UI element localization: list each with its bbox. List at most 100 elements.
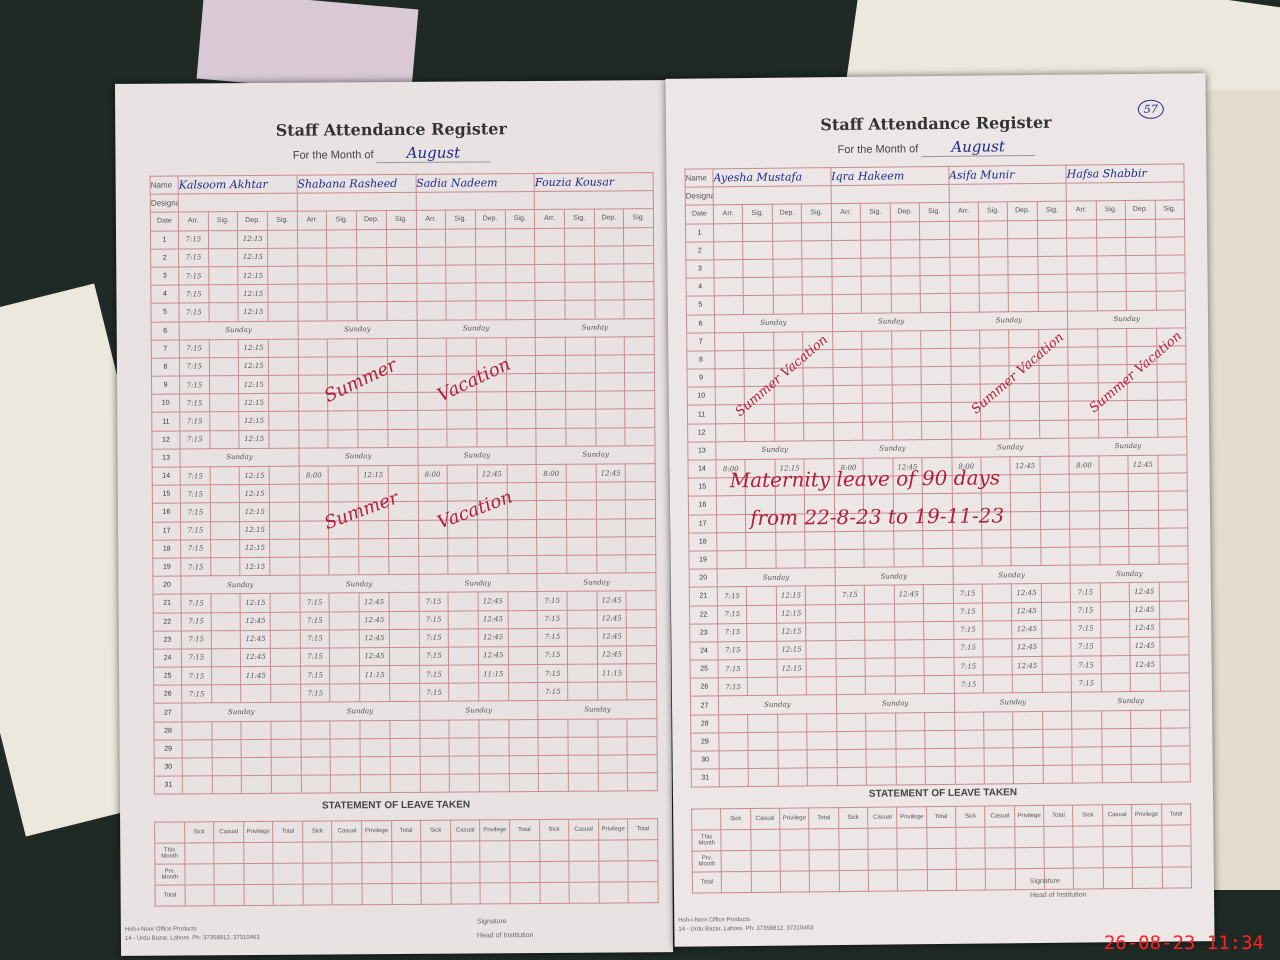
arrival-cell [297, 247, 328, 267]
departure-cell [1008, 238, 1038, 257]
departure-cell [895, 712, 925, 731]
signature-cell [801, 240, 832, 259]
designation-cell [830, 184, 949, 204]
departure-cell: 12:45 [478, 646, 509, 665]
arrival-cell: 7:15 [952, 602, 983, 622]
leave-cell [509, 840, 540, 862]
signature-cell [267, 247, 298, 267]
leave-cell [628, 881, 659, 903]
signature-cell [508, 664, 538, 683]
publisher-address: 14 - Urdu Bazar, Lahore. Ph: 37358812, 3… [124, 934, 260, 942]
leave-column-header: Privilege [779, 807, 810, 830]
departure-cell [596, 500, 626, 519]
arrival-cell [714, 332, 745, 351]
signature-cell [861, 276, 891, 295]
register-title: Staff Attendance Register [820, 112, 1052, 135]
departure-cell [479, 773, 509, 793]
arrival-cell: 7:15 [181, 666, 212, 686]
signature-cell [328, 429, 359, 448]
leave-row: Total [155, 881, 659, 907]
leave-cell [332, 862, 363, 884]
signature-cell [1039, 456, 1070, 475]
signature-cell [447, 537, 478, 557]
arrival-cell: 7:15 [300, 629, 330, 649]
signature-cell [626, 681, 657, 701]
signature-cell [978, 274, 1009, 294]
signature-cell [508, 682, 539, 702]
signature-cell [1096, 219, 1126, 238]
signature-cell [208, 248, 239, 267]
signature-cell [1099, 528, 1130, 547]
signature-cell [1040, 528, 1071, 548]
departure-cell [894, 621, 924, 640]
signature-cell [982, 656, 1013, 676]
arrival-cell: 7:15 [179, 375, 210, 395]
leave-cell [780, 870, 810, 893]
arrival-cell [538, 737, 569, 756]
departure-cell [597, 682, 628, 701]
leave-cell [362, 883, 392, 905]
arrival-cell [538, 755, 569, 774]
departure-cell: 12:45 [359, 592, 389, 612]
signature-cell [861, 330, 892, 350]
signature-cell [1158, 545, 1189, 565]
date-cell: 2 [150, 248, 179, 268]
signature-cell [920, 330, 951, 349]
signature-cell [388, 538, 419, 557]
arrival-cell: 7:15 [181, 630, 212, 649]
signature-cell [505, 300, 536, 320]
signature-cell [860, 239, 891, 259]
designation-cell [296, 192, 416, 212]
arrival-cell [417, 483, 448, 502]
signature-cell [564, 300, 595, 319]
signature-cell [566, 518, 597, 538]
departure-cell [774, 386, 804, 405]
signature-cell [270, 648, 301, 667]
signature-cell [567, 645, 598, 665]
signature-cell [921, 402, 952, 422]
signature-cell [445, 246, 476, 266]
arrival-cell [714, 295, 744, 315]
leave-cell [926, 827, 957, 849]
arrival-cell [951, 420, 981, 440]
signature-cell [1157, 491, 1188, 510]
departure-cell [1131, 764, 1161, 783]
leave-cell [897, 869, 928, 891]
departure-cell [1130, 709, 1161, 729]
departure-cell [891, 330, 921, 349]
leave-table: Sick Casual Privilege Total Sick Casual Privil… [691, 803, 1192, 894]
signature-cell [329, 647, 360, 667]
date-cell: 3 [685, 259, 715, 279]
departure-cell: 11:15 [597, 663, 627, 683]
departure-cell: 12:45 [478, 628, 508, 647]
column-header: Sig. [564, 209, 595, 228]
signature-cell [860, 221, 891, 241]
arrival-cell: 8:00 [1069, 455, 1099, 475]
leave-cell [539, 861, 570, 883]
departure-cell: 12:45 [596, 627, 627, 646]
signature-cell [327, 283, 358, 303]
signature-cell [507, 537, 538, 556]
departure-cell [1007, 220, 1038, 239]
leave-row-label: Prv. Month [154, 863, 185, 886]
column-header: Sig. [445, 210, 476, 229]
leave-column-header: Total [272, 821, 303, 843]
sunday-cell: Sunday [1070, 564, 1189, 584]
departure-cell: 12:45 [893, 584, 924, 604]
signature-cell [803, 404, 834, 423]
arrival-cell: 7:15 [1070, 601, 1101, 620]
signature-cell [1098, 473, 1129, 493]
departure-cell [894, 675, 925, 695]
departure-cell: 12:15 [239, 466, 270, 485]
leave-cell [480, 840, 510, 862]
column-header: Arr. [178, 212, 209, 231]
signature-cell [862, 385, 893, 404]
leave-row: Total [692, 866, 1192, 894]
departure-cell [775, 531, 806, 551]
signature-cell [983, 674, 1013, 694]
signature-cell [805, 604, 836, 623]
arrival-cell: 7:15 [179, 394, 210, 413]
leave-column-header: Casual [867, 806, 898, 829]
departure-cell [475, 264, 506, 284]
leave-column-header: Total [1161, 803, 1191, 826]
